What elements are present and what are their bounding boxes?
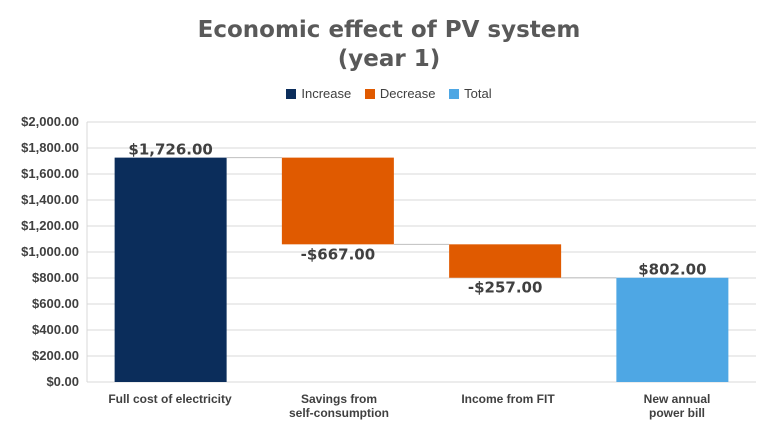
y-tick-label: $600.00 — [32, 296, 79, 311]
chart-title-line-1: Economic effect of PV system — [197, 17, 581, 43]
y-tick-label: $1,400.00 — [21, 192, 79, 207]
legend-label-total: Total — [464, 86, 492, 101]
y-tick-label: $1,600.00 — [21, 166, 79, 181]
y-tick-label: $400.00 — [32, 322, 79, 337]
legend-label-increase: Increase — [301, 86, 352, 101]
legend-swatch-decrease — [364, 89, 375, 99]
y-tick-label: $1,800.00 — [21, 140, 79, 155]
category-label-3-line-2: power bill — [648, 406, 705, 420]
category-label-0: Full cost of electricity — [95, 392, 245, 406]
bar-1 — [281, 157, 394, 245]
legend-item-total: Total — [449, 86, 492, 101]
bar-3 — [616, 277, 729, 382]
bar-2 — [449, 244, 562, 278]
category-label-2-line-1: Income from FIT — [461, 392, 555, 406]
category-label-1-line-2: self-consumption — [288, 406, 389, 420]
category-label-1: Savings from self-consumption — [264, 392, 414, 420]
category-label-3: New annual power bill — [602, 392, 752, 420]
chart-title-line-2: (year 1) — [337, 46, 441, 72]
category-label-0-line-1: Full cost of electricity — [108, 392, 232, 406]
y-tick-label: $1,000.00 — [21, 244, 79, 259]
legend: Increase Decrease Total — [0, 86, 778, 101]
y-tick-label: $1,200.00 — [21, 218, 79, 233]
category-label-3-line-1: New annual — [643, 392, 711, 406]
data-label-0: $1,726.00 — [128, 141, 212, 159]
data-label-1: -$667.00 — [301, 245, 376, 263]
y-tick-label: $200.00 — [32, 348, 79, 363]
y-tick-label: $2,000.00 — [21, 114, 79, 129]
y-tick-label: $800.00 — [32, 270, 79, 285]
data-label-3: $802.00 — [638, 261, 706, 279]
legend-item-decrease: Decrease — [364, 86, 436, 101]
legend-swatch-total — [449, 89, 460, 99]
category-label-1-line-1: Savings from — [300, 392, 378, 406]
data-label-2: -$257.00 — [468, 279, 543, 297]
chart-title: Economic effect of PV system (year 1) — [0, 16, 778, 74]
legend-swatch-increase — [286, 89, 297, 99]
y-tick-label: $0.00 — [46, 374, 79, 389]
legend-label-decrease: Decrease — [379, 86, 436, 101]
bar-0 — [114, 157, 227, 382]
category-label-2: Income from FIT — [433, 392, 583, 406]
legend-item-increase: Increase — [286, 86, 351, 101]
